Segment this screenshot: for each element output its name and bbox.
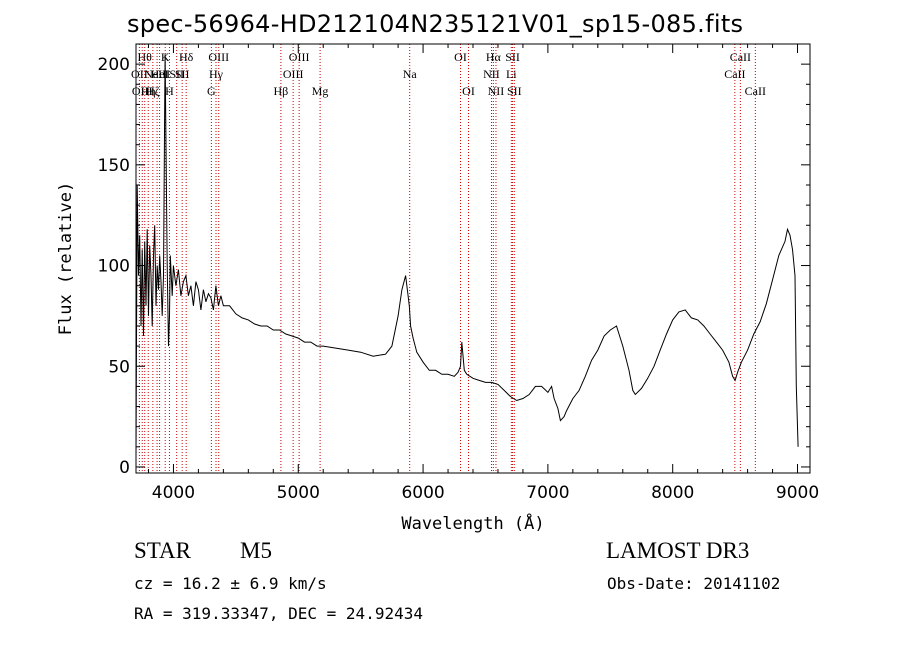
x-tick-label: 5000 — [277, 483, 320, 503]
line-marker-label: OIII — [283, 67, 304, 81]
line-marker-label: Hδ — [179, 50, 194, 64]
line-markers — [138, 44, 756, 473]
line-marker-label: NII — [488, 84, 505, 98]
chart-title: spec-56964-HD212104N235121V01_sp15-085.f… — [127, 10, 744, 38]
line-marker-label: NeIII — [144, 67, 170, 81]
line-marker-label: SII — [505, 50, 520, 64]
line-marker-label: HeI — [151, 67, 169, 81]
x-tick-label: 6000 — [401, 483, 444, 503]
y-tick-label: 0 — [119, 458, 130, 478]
line-marker-label: Hβ — [274, 84, 289, 98]
x-tick-label: 4000 — [152, 483, 195, 503]
line-marker-label: OII — [131, 67, 148, 81]
plot-frame — [135, 43, 811, 474]
spectrum-line — [135, 54, 799, 457]
line-marker-label: H — [165, 84, 174, 98]
line-marker-label: Mg — [312, 84, 329, 98]
line-marker-label: Hη — [141, 84, 156, 98]
object-class: STAR — [134, 538, 191, 563]
axis-ticks: 4000 5000 6000 7000 8000 9000 0 50 100 150 200 — [98, 44, 819, 503]
line-marker-label: Li — [506, 67, 517, 81]
y-tick-label: 50 — [108, 357, 130, 377]
line-marker-label: OIII — [132, 84, 153, 98]
x-axis-label: Wavelength (Å) — [401, 512, 544, 534]
survey-name: LAMOST DR3 — [606, 538, 750, 563]
line-marker-label: OIII — [208, 50, 229, 64]
object-subclass: M5 — [240, 538, 272, 563]
ra-dec: RA = 319.33347, DEC = 24.92434 — [134, 604, 423, 623]
y-tick-label: 200 — [98, 55, 130, 75]
line-marker-label: SII — [175, 67, 190, 81]
line-marker-label: CaII — [745, 84, 766, 98]
redshift-cz: cz = 16.2 ± 6.9 km/s — [134, 574, 327, 593]
line-marker-label: Hζ — [146, 84, 160, 98]
line-marker-label: G — [207, 84, 216, 98]
line-marker-label: SII — [169, 67, 184, 81]
y-tick-label: 100 — [98, 257, 130, 277]
line-marker-label: CaII — [730, 50, 751, 64]
line-marker-label: Hγ — [209, 67, 224, 81]
line-marker-label: NII — [483, 67, 500, 81]
x-tick-label: 9000 — [776, 483, 819, 503]
line-marker-label: Na — [403, 67, 418, 81]
y-tick-label: 150 — [98, 156, 130, 176]
line-marker-label: SII — [507, 84, 522, 98]
line-marker-labels: OIIOIIIHθHηHζNeIIIHeIKHSIIHδSIIGHγOIIIHβ… — [131, 50, 766, 98]
line-marker-label: CaII — [724, 67, 745, 81]
x-tick-label: 7000 — [526, 483, 569, 503]
line-marker-label: Hθ — [138, 50, 153, 64]
y-axis-label: Flux (relative) — [56, 182, 76, 336]
x-tick-label: 8000 — [651, 483, 694, 503]
observation-date: Obs-Date: 20141102 — [607, 574, 781, 593]
line-marker-label: OI — [462, 84, 475, 98]
line-marker-label: Hα — [486, 50, 502, 64]
line-marker-label: OIII — [289, 50, 310, 64]
line-marker-label: OI — [454, 50, 467, 64]
